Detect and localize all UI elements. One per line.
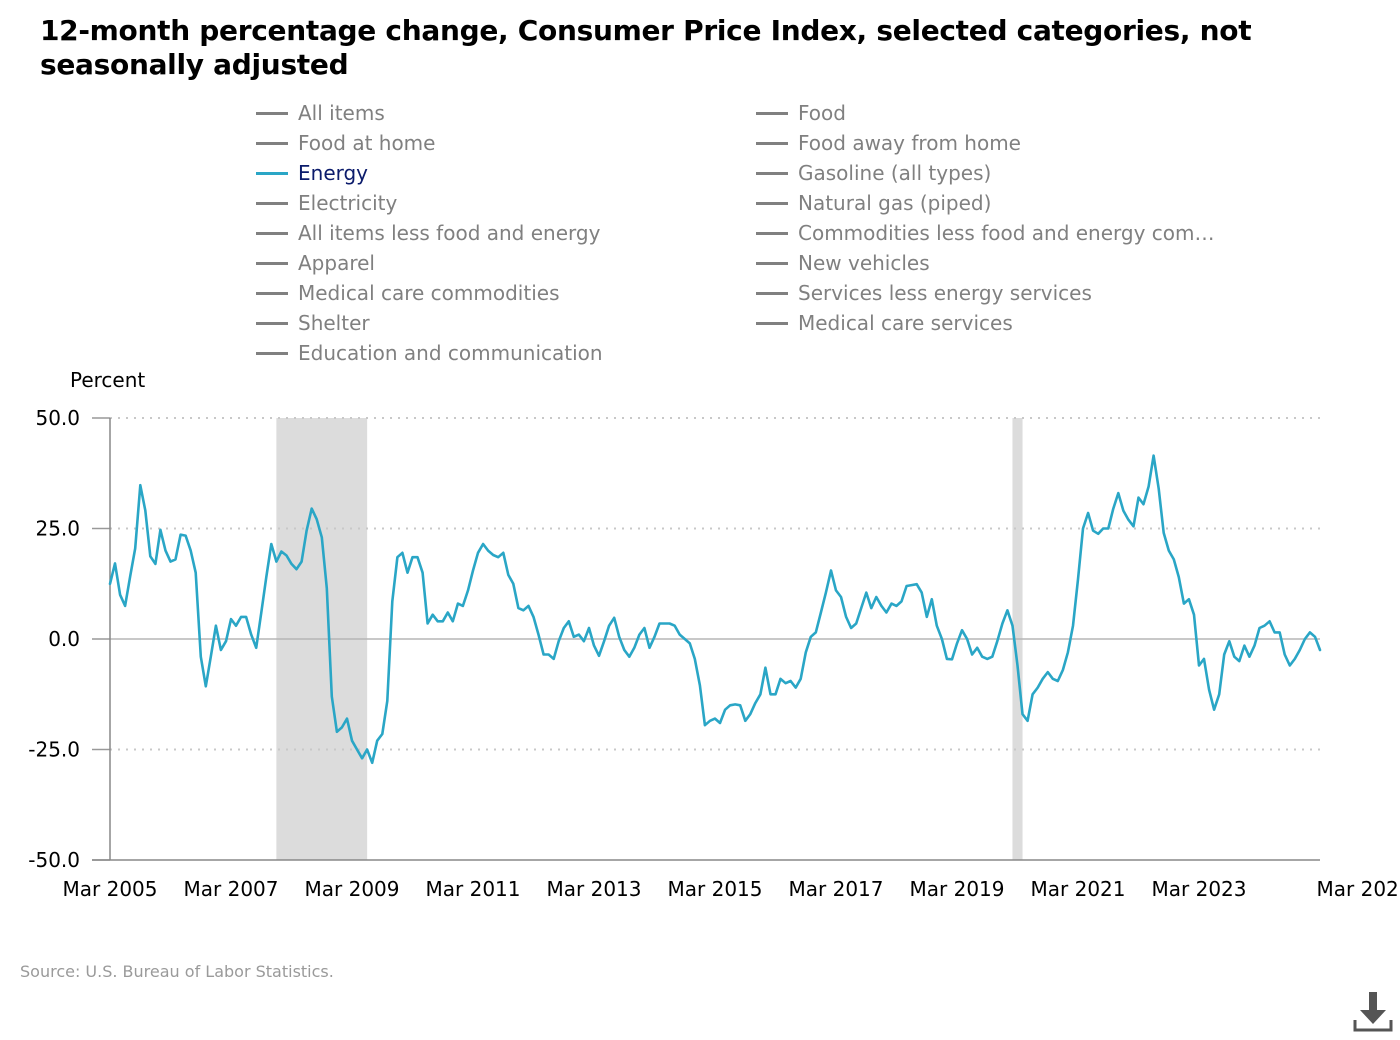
legend-item[interactable]: Electricity bbox=[256, 188, 397, 218]
legend-item[interactable]: Medical care services bbox=[756, 308, 1013, 338]
legend-swatch bbox=[756, 261, 788, 265]
legend-label: Commodities less food and energy com… bbox=[798, 221, 1215, 245]
legend-label: Gasoline (all types) bbox=[798, 161, 992, 185]
legend-item[interactable]: Services less energy services bbox=[756, 278, 1092, 308]
download-icon[interactable] bbox=[1352, 990, 1394, 1034]
x-tick-label: Mar 2019 bbox=[910, 877, 1005, 901]
x-tick-label: Mar 2005 bbox=[63, 877, 158, 901]
x-tick-label: Mar 2015 bbox=[668, 877, 763, 901]
legend-swatch bbox=[256, 321, 288, 325]
series-line-energy[interactable] bbox=[108, 454, 1322, 765]
source-note: Source: U.S. Bureau of Labor Statistics. bbox=[20, 962, 334, 981]
legend-label: Food bbox=[798, 101, 846, 125]
legend-swatch bbox=[256, 291, 288, 295]
legend-label: Apparel bbox=[298, 251, 375, 275]
legend-swatch bbox=[256, 141, 288, 145]
legend-item[interactable]: Shelter bbox=[256, 308, 370, 338]
legend-label: Shelter bbox=[298, 311, 370, 335]
x-tick-label: Mar 2021 bbox=[1031, 877, 1126, 901]
y-tick-label: 25.0 bbox=[35, 517, 80, 541]
legend-swatch bbox=[756, 111, 788, 115]
legend-swatch bbox=[256, 201, 288, 205]
legend-swatch bbox=[756, 291, 788, 295]
legend-swatch bbox=[256, 231, 288, 235]
legend-swatch bbox=[756, 141, 788, 145]
legend-item[interactable]: All items bbox=[256, 98, 385, 128]
legend-item[interactable]: Education and communication bbox=[256, 338, 603, 368]
legend-item[interactable]: Natural gas (piped) bbox=[756, 188, 991, 218]
legend-label: Education and communication bbox=[298, 341, 603, 365]
legend-item[interactable]: Medical care commodities bbox=[256, 278, 559, 308]
y-tick-label: -25.0 bbox=[28, 738, 80, 762]
y-tick-label: -50.0 bbox=[28, 848, 80, 872]
legend-label: Electricity bbox=[298, 191, 398, 215]
legend-item[interactable]: All items less food and energy bbox=[256, 218, 600, 248]
y-axis-label: Percent bbox=[70, 368, 146, 392]
legend-label: New vehicles bbox=[798, 251, 930, 275]
chart-title: 12-month percentage change, Consumer Pri… bbox=[40, 14, 1252, 81]
x-tick-label: Mar 2017 bbox=[789, 877, 884, 901]
legend-item[interactable]: Apparel bbox=[256, 248, 375, 278]
legend-label: Energy bbox=[298, 161, 369, 185]
x-tick-label: Mar 2009 bbox=[305, 877, 400, 901]
legend-item[interactable]: Commodities less food and energy com… bbox=[756, 218, 1215, 248]
legend-label: Food away from home bbox=[798, 131, 1021, 155]
legend-swatch bbox=[256, 351, 288, 355]
legend-item[interactable]: Food away from home bbox=[756, 128, 1021, 158]
legend-label: Services less energy services bbox=[798, 281, 1092, 305]
legend-item[interactable]: Food at home bbox=[256, 128, 435, 158]
legend-swatch bbox=[756, 321, 788, 325]
legend-label: Food at home bbox=[298, 131, 436, 155]
legend-label: All items bbox=[298, 101, 385, 125]
legend-item[interactable]: Food bbox=[756, 98, 846, 128]
legend-swatch bbox=[256, 261, 288, 265]
legend-swatch bbox=[756, 231, 788, 235]
legend-swatch bbox=[756, 201, 788, 205]
y-tick-label: 0.0 bbox=[48, 627, 80, 651]
x-tick-label: Mar 2011 bbox=[426, 877, 521, 901]
legend-label: Medical care commodities bbox=[298, 281, 560, 305]
legend-label: All items less food and energy bbox=[298, 221, 601, 245]
x-tick-label: Mar 2013 bbox=[547, 877, 642, 901]
legend-item[interactable]: New vehicles bbox=[756, 248, 930, 278]
legend-swatch bbox=[756, 171, 788, 175]
legend-swatch bbox=[256, 171, 288, 175]
x-tick-label: Mar 2025 bbox=[1317, 877, 1400, 901]
y-tick-label: 50.0 bbox=[35, 406, 80, 430]
x-tick-label: Mar 2007 bbox=[184, 877, 279, 901]
legend-label: Medical care services bbox=[798, 311, 1013, 335]
x-tick-label: Mar 2023 bbox=[1152, 877, 1247, 901]
legend-label: Natural gas (piped) bbox=[798, 191, 992, 215]
legend-item[interactable]: Gasoline (all types) bbox=[756, 158, 991, 188]
legend-item[interactable]: Energy bbox=[256, 158, 368, 188]
legend-swatch bbox=[256, 111, 288, 115]
